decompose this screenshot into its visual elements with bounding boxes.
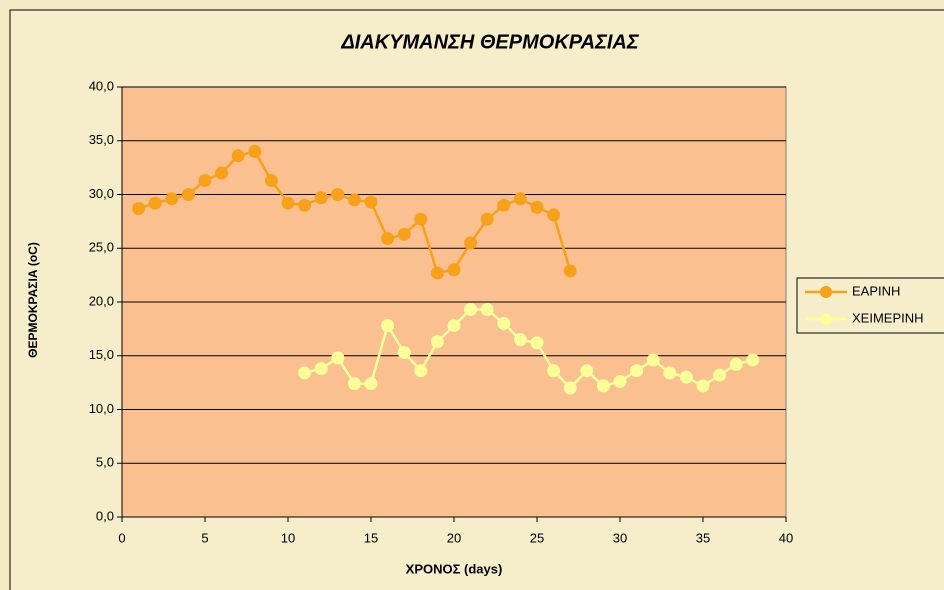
data-point: [397, 227, 411, 241]
data-point: [314, 191, 328, 205]
data-point: [331, 351, 345, 365]
data-point: [148, 196, 162, 210]
data-point: [314, 362, 328, 376]
y-tick-label: 5,0: [96, 455, 114, 470]
data-point: [198, 174, 212, 188]
y-tick-label: 0,0: [96, 508, 114, 523]
x-tick-label: 15: [364, 530, 378, 545]
data-point: [563, 381, 577, 395]
legend-marker: [820, 313, 832, 325]
data-point: [447, 319, 461, 333]
data-point: [298, 366, 312, 380]
x-tick-label: 40: [779, 530, 793, 545]
data-point: [480, 212, 494, 226]
data-point: [347, 193, 361, 207]
data-point: [298, 198, 312, 212]
data-point: [596, 379, 610, 393]
data-point: [132, 201, 146, 215]
data-point: [663, 366, 677, 380]
data-point: [480, 303, 494, 317]
data-point: [464, 303, 478, 317]
legend: [796, 277, 944, 334]
data-point: [364, 377, 378, 391]
data-point: [547, 364, 561, 378]
x-tick-label: 0: [118, 530, 125, 545]
data-point: [563, 264, 577, 278]
x-tick-label: 25: [530, 530, 544, 545]
legend-label: ΕΑΡΙΝΗ: [852, 283, 900, 298]
data-point: [679, 370, 693, 384]
data-point: [397, 346, 411, 360]
data-point: [497, 317, 511, 330]
data-point: [364, 195, 378, 209]
data-point: [646, 353, 660, 367]
y-tick-label: 20,0: [89, 293, 114, 308]
data-point: [513, 333, 527, 347]
x-tick-label: 30: [613, 530, 627, 545]
data-point: [181, 188, 195, 201]
x-tick-label: 5: [201, 530, 208, 545]
data-point: [630, 364, 644, 378]
data-point: [414, 212, 428, 226]
y-axis-label: ΘΕΡΜΟΚΡΑΣΙΑ (oC): [26, 242, 40, 358]
legend-label: ΧΕΙΜΕΡΙΝΗ: [852, 310, 924, 325]
data-point: [530, 200, 544, 214]
data-point: [430, 335, 444, 349]
data-point: [547, 208, 561, 222]
data-point: [215, 166, 229, 180]
data-point: [696, 379, 710, 393]
data-point: [729, 357, 743, 371]
data-point: [464, 236, 478, 250]
x-tick-label: 10: [281, 530, 295, 545]
data-point: [746, 353, 760, 367]
data-point: [281, 196, 295, 210]
chart-title: ΔΙΑΚΥΜΑΝΣΗ ΘΕΡΜΟΚΡΑΣΙΑΣ: [340, 31, 640, 53]
legend-marker: [820, 286, 832, 298]
data-point: [497, 198, 511, 212]
data-point: [447, 263, 461, 277]
data-point: [347, 377, 361, 391]
series-line: [304, 308, 754, 390]
x-tick-label: 20: [447, 530, 461, 545]
data-point: [613, 375, 627, 389]
y-tick-label: 10,0: [89, 401, 114, 416]
data-point: [430, 266, 444, 280]
x-axis-label: ΧΡΟΝΟΣ (days): [406, 561, 503, 576]
data-point: [513, 192, 527, 206]
data-point: [331, 188, 345, 201]
y-tick-label: 40,0: [89, 78, 114, 93]
data-point: [248, 145, 262, 158]
data-point: [381, 232, 395, 246]
data-point: [381, 319, 395, 333]
y-tick-label: 25,0: [89, 240, 114, 255]
y-tick-label: 15,0: [89, 347, 114, 362]
x-tick-label: 35: [696, 530, 710, 545]
data-point: [713, 368, 727, 382]
data-point: [414, 364, 428, 378]
data-point: [231, 149, 245, 163]
y-tick-label: 30,0: [89, 186, 114, 201]
data-point: [530, 336, 544, 350]
y-tick-label: 35,0: [89, 132, 114, 147]
data-point: [264, 174, 278, 188]
data-point: [165, 192, 179, 206]
data-point: [580, 364, 594, 378]
